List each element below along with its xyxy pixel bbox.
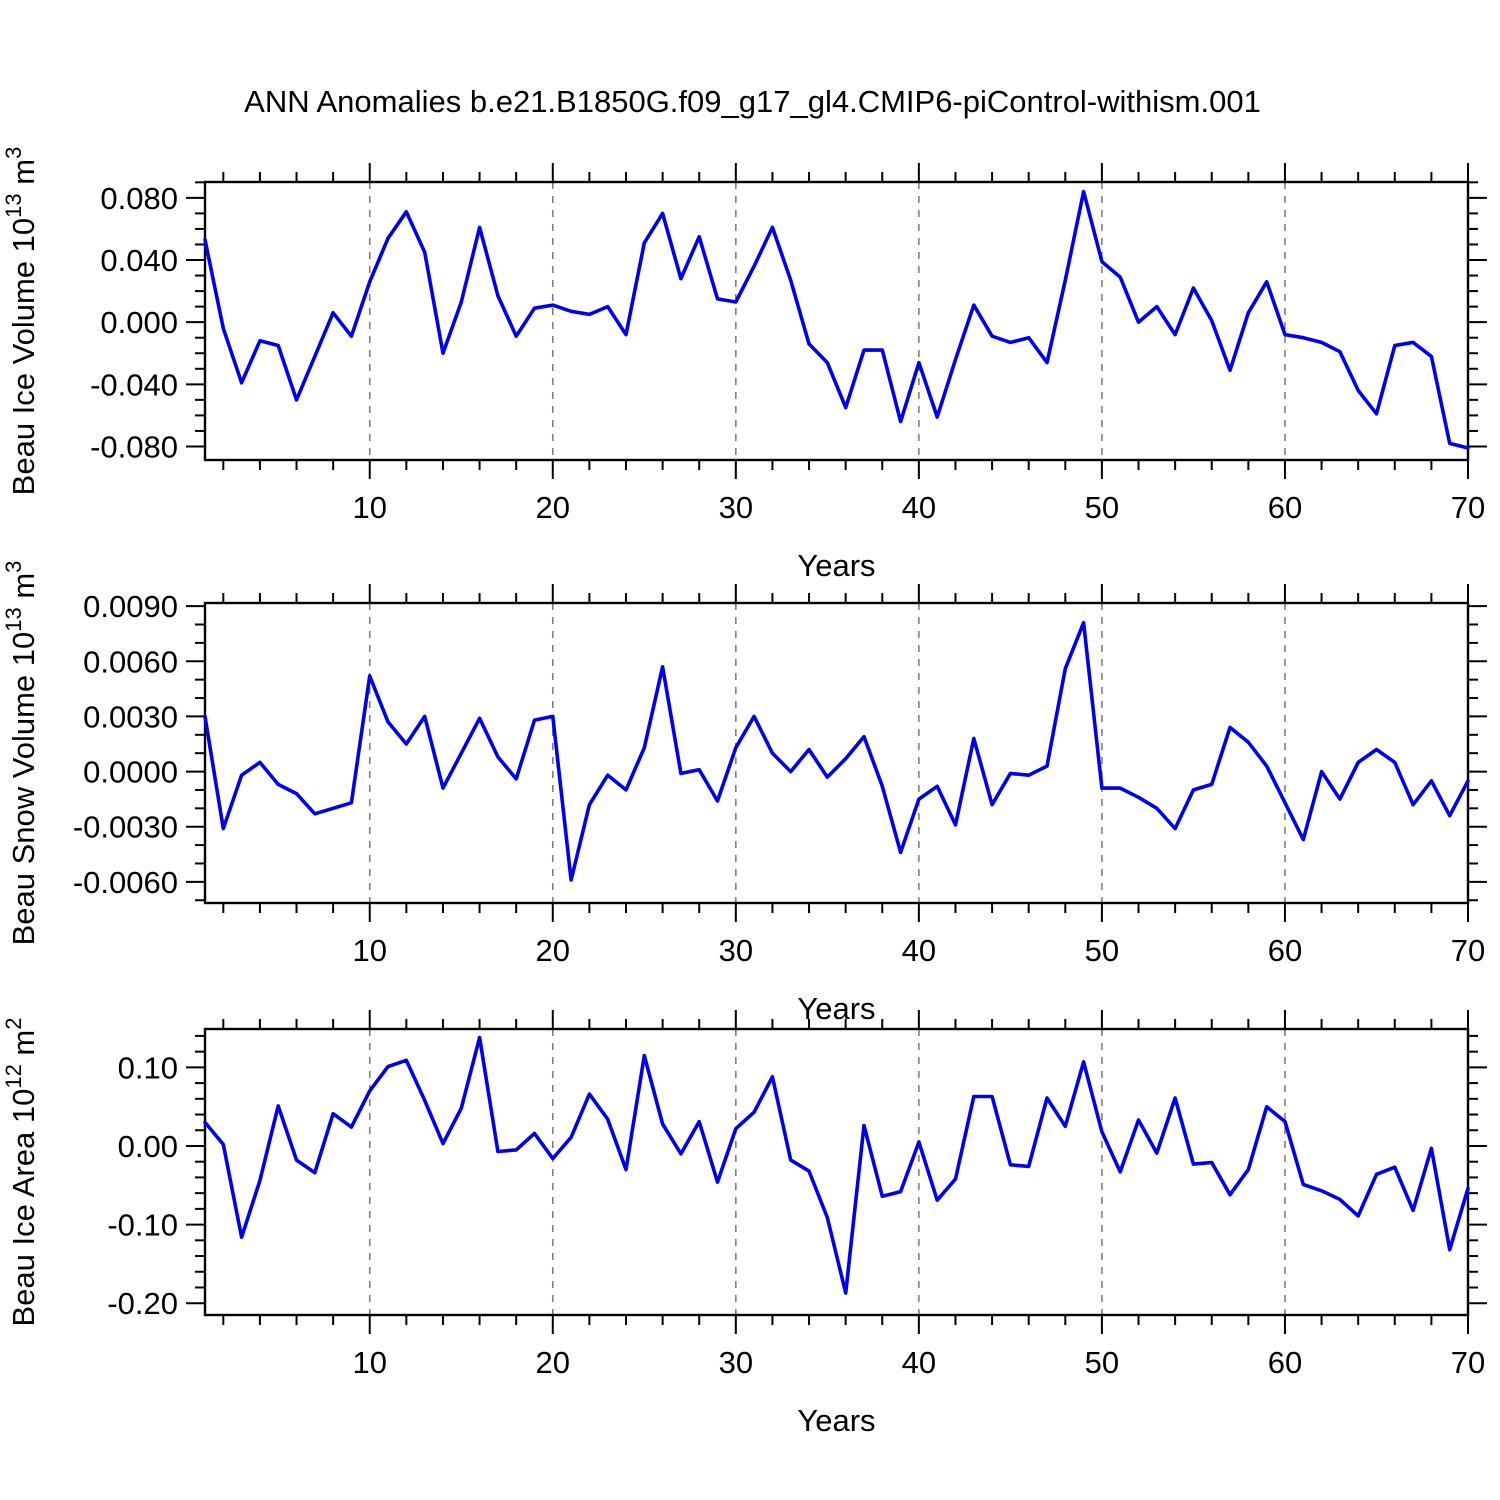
- data-line: [203, 189, 1470, 450]
- y-tick-label: -0.10: [107, 1208, 178, 1243]
- x-tick-label: 50: [1085, 490, 1119, 525]
- y-axis-title: Beau Snow Volume 1013 m3: [1, 561, 41, 946]
- y-tick-label: 0.080: [100, 181, 178, 216]
- x-tick-label: 60: [1268, 933, 1302, 968]
- x-axis-title: Years: [797, 1403, 875, 1438]
- plot-frame: [203, 180, 1470, 462]
- y-axis-title: Beau Ice Volume 1013 m3: [1, 147, 41, 496]
- panel-ice-area: 10 20 30 40 50 60 70 0.10 0.00 -0.10 -0.20 Years Bea…: [1, 1010, 1487, 1438]
- x-tick-label: 30: [719, 490, 753, 525]
- x-tick-label: 60: [1268, 490, 1302, 525]
- y-tick-label: 0.00: [118, 1129, 178, 1164]
- x-tick-label: 20: [536, 490, 570, 525]
- x-tick-label: 20: [536, 933, 570, 968]
- x-axis-title: Years: [797, 991, 875, 1026]
- data-line: [203, 620, 1470, 882]
- x-tick-label: 70: [1451, 1345, 1485, 1380]
- x-tick-label: 40: [902, 490, 936, 525]
- x-tick-label: 70: [1451, 933, 1485, 968]
- x-tick-label: 20: [536, 1345, 570, 1380]
- x-tick-label: 40: [902, 1345, 936, 1380]
- y-tick-label: 0.0060: [83, 644, 178, 679]
- x-tick-label: 60: [1268, 1345, 1302, 1380]
- data-line: [203, 1035, 1470, 1295]
- x-tick-label: 30: [719, 1345, 753, 1380]
- y-tick-label: 0.10: [118, 1050, 178, 1085]
- x-tick-label: 50: [1085, 1345, 1119, 1380]
- y-tick-label: -0.0030: [73, 810, 178, 845]
- x-tick-label: 30: [719, 933, 753, 968]
- chart-title: ANN Anomalies b.e21.B1850G.f09_g17_gl4.C…: [244, 84, 1261, 119]
- x-tick-label: 70: [1451, 490, 1485, 525]
- panel-ice-volume: 10 20 30 40 50 60 70 0.080 0.040 0.000 -0.040 -0.08…: [1, 147, 1487, 583]
- y-tick-label: 0.000: [100, 305, 178, 340]
- y-axis-title: Beau Ice Area 1012 m2: [1, 1017, 41, 1326]
- y-tick-label: -0.0060: [73, 865, 178, 900]
- y-tick-label: -0.080: [90, 429, 178, 464]
- y-tick-label: 0.040: [100, 243, 178, 278]
- x-tick-label: 40: [902, 933, 936, 968]
- x-tick-label: 10: [352, 1345, 386, 1380]
- x-tick-label: 10: [352, 933, 386, 968]
- panel-snow-volume: 10 20 30 40 50 60 70 0.0090 0.0060 0.0030 0.0000 -0…: [1, 561, 1487, 1026]
- y-tick-label: 0.0030: [83, 699, 178, 734]
- y-tick-label: 0.0090: [83, 589, 178, 624]
- y-tick-label: -0.20: [107, 1286, 178, 1321]
- x-axis-title: Years: [797, 548, 875, 583]
- plot-frame: [203, 1027, 1470, 1317]
- y-tick-label: -0.040: [90, 367, 178, 402]
- x-tick-label: 50: [1085, 933, 1119, 968]
- x-tick-label: 10: [352, 490, 386, 525]
- y-tick-label: 0.0000: [83, 755, 178, 790]
- plot-frame: [203, 601, 1470, 905]
